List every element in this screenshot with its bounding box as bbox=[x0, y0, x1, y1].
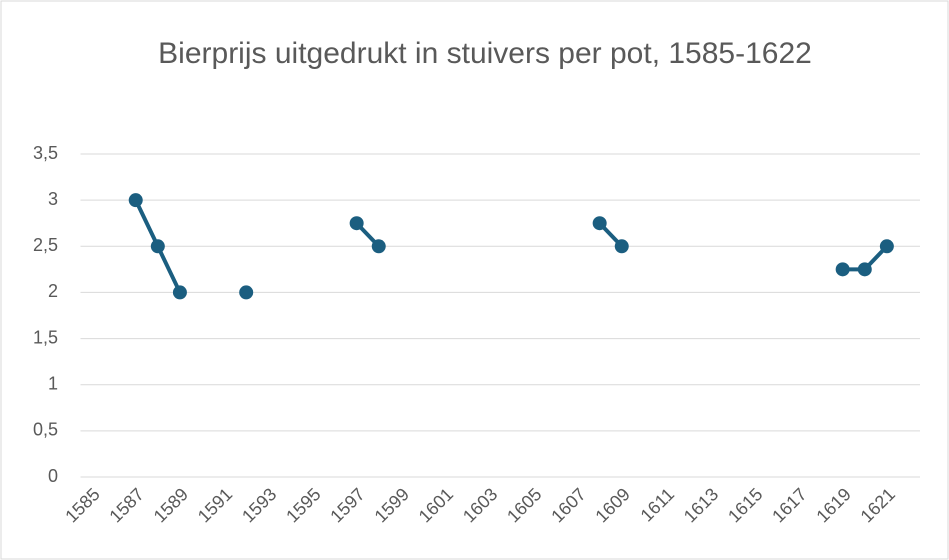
x-tick-label: 1613 bbox=[680, 484, 722, 526]
point bbox=[857, 262, 872, 277]
point bbox=[150, 239, 165, 254]
point bbox=[349, 216, 364, 231]
chart-title: Bierprijs uitgedrukt in stuivers per pot… bbox=[158, 37, 812, 70]
y-tick-label: 3 bbox=[48, 189, 58, 209]
x-tick-label: 1615 bbox=[724, 484, 766, 526]
point bbox=[371, 239, 386, 254]
x-tick-label: 1599 bbox=[371, 484, 413, 526]
y-tick-label: 3,5 bbox=[33, 143, 58, 163]
y-tick-label: 2,5 bbox=[33, 235, 58, 255]
point bbox=[239, 285, 254, 300]
x-tick-label: 1617 bbox=[768, 484, 810, 526]
y-tick-label: 2 bbox=[48, 281, 58, 301]
y-tick-label: 0,5 bbox=[33, 420, 58, 440]
x-tick-label: 1589 bbox=[150, 484, 192, 526]
point bbox=[835, 262, 850, 277]
point bbox=[614, 239, 629, 254]
x-tick-label: 1619 bbox=[812, 484, 854, 526]
x-tick-label: 1593 bbox=[238, 484, 280, 526]
x-tick-label: 1621 bbox=[857, 484, 899, 526]
x-tick-label: 1603 bbox=[459, 484, 501, 526]
point bbox=[128, 193, 143, 208]
x-tick-label: 1605 bbox=[503, 484, 545, 526]
x-tick-label: 1595 bbox=[282, 484, 324, 526]
point bbox=[592, 216, 607, 231]
point bbox=[879, 239, 894, 254]
point bbox=[172, 285, 187, 300]
x-tick-label: 1611 bbox=[637, 484, 679, 526]
x-tick-label: 1607 bbox=[547, 484, 589, 526]
x-tick-label: 1609 bbox=[591, 484, 633, 526]
x-tick-label: 1587 bbox=[105, 484, 147, 526]
y-tick-label: 1,5 bbox=[33, 327, 58, 347]
y-tick-label: 1 bbox=[48, 373, 58, 393]
x-tick-label: 1601 bbox=[415, 484, 457, 526]
x-tick-label: 1585 bbox=[61, 484, 103, 526]
y-tick-label: 0 bbox=[48, 466, 58, 486]
x-tick-label: 1591 bbox=[194, 484, 236, 526]
x-tick-label: 1597 bbox=[326, 484, 368, 526]
